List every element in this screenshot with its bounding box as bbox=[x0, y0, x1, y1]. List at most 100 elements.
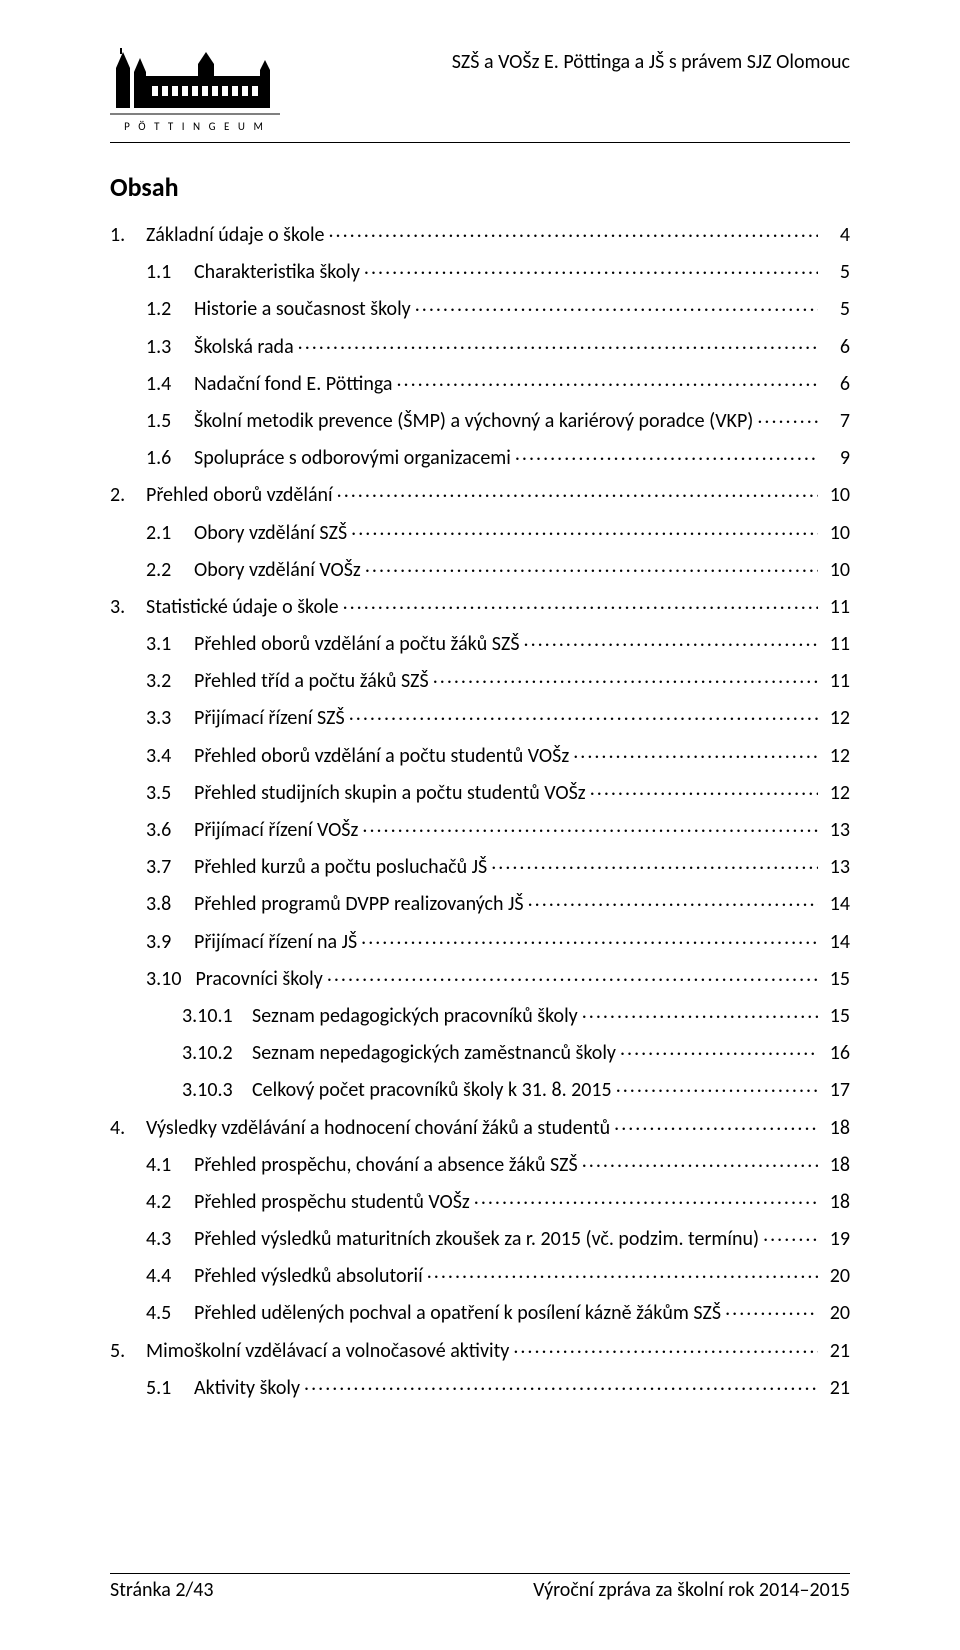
toc-entry[interactable]: 1.4Nadační fond E. Pöttinga6 bbox=[110, 370, 850, 394]
toc-entry-page: 15 bbox=[822, 1006, 850, 1026]
toc-entry-number: 1.6 bbox=[146, 448, 194, 468]
toc-entry-page: 13 bbox=[822, 820, 850, 840]
toc-leader-dots bbox=[616, 1076, 818, 1096]
toc-entry-page: 11 bbox=[822, 671, 850, 691]
page-footer: Stránka 2/43 Výroční zpráva za školní ro… bbox=[110, 1573, 850, 1602]
toc-entry[interactable]: 1.3Školská rada6 bbox=[110, 333, 850, 357]
footer-divider bbox=[110, 1573, 850, 1574]
toc-entry[interactable]: 3.10.1Seznam pedagogických pracovníků šk… bbox=[110, 1002, 850, 1026]
toc-entry[interactable]: 5.Mimoškolní vzdělávací a volnočasové ak… bbox=[110, 1337, 850, 1361]
page: P Ö T T I N G E U M SZŠ a VOŠz E. Pöttin… bbox=[0, 0, 960, 1650]
toc-entry-page: 20 bbox=[822, 1303, 850, 1323]
toc-entry[interactable]: 4.1Přehled prospěchu, chování a absence … bbox=[110, 1151, 850, 1175]
toc-entry-page: 6 bbox=[822, 374, 850, 394]
toc-entry-number: 4.1 bbox=[146, 1155, 194, 1175]
toc-entry[interactable]: 2.1Obory vzdělání SZŠ10 bbox=[110, 519, 850, 543]
toc-entry[interactable]: 3.5Přehled studijních skupin a počtu stu… bbox=[110, 779, 850, 803]
toc-leader-dots bbox=[397, 370, 819, 390]
toc-leader-dots bbox=[524, 630, 818, 650]
toc-entry-label: Přehled prospěchu studentů VOŠz bbox=[194, 1192, 470, 1212]
toc-leader-dots bbox=[474, 1188, 818, 1208]
toc-entry[interactable]: 1.1Charakteristika školy5 bbox=[110, 258, 850, 282]
toc-entry[interactable]: 3.10Pracovníci školy15 bbox=[110, 965, 850, 989]
toc-leader-dots bbox=[365, 556, 818, 576]
toc-entry-number: 3.1 bbox=[146, 634, 194, 654]
toc-entry-page: 16 bbox=[822, 1043, 850, 1063]
toc-entry[interactable]: 3.Statistické údaje o škole11 bbox=[110, 593, 850, 617]
toc-leader-dots bbox=[725, 1299, 818, 1319]
toc-entry[interactable]: 3.3Přijímací řízení SZŠ12 bbox=[110, 704, 850, 728]
toc-leader-dots bbox=[361, 928, 818, 948]
toc-entry[interactable]: 2.Přehled oborů vzdělání10 bbox=[110, 481, 850, 505]
toc-entry[interactable]: 3.8Přehled programů DVPP realizovaných J… bbox=[110, 890, 850, 914]
toc-entry-label: Obory vzdělání VOŠz bbox=[194, 560, 361, 580]
toc-entry-number: 3.10 bbox=[146, 969, 195, 989]
toc-leader-dots bbox=[364, 258, 818, 278]
toc-entry[interactable]: 1.2Historie a současnost školy5 bbox=[110, 295, 850, 319]
toc-entry[interactable]: 3.9Přijímací řízení na JŠ14 bbox=[110, 928, 850, 952]
toc-entry-number: 3. bbox=[110, 597, 146, 617]
toc-entry[interactable]: 3.6Přijímací řízení VOŠz13 bbox=[110, 816, 850, 840]
toc-entry-page: 9 bbox=[822, 448, 850, 468]
toc-entry-number: 3.8 bbox=[146, 894, 194, 914]
toc-entry-number: 1.4 bbox=[146, 374, 194, 394]
toc-entry-page: 10 bbox=[822, 485, 850, 505]
toc-entry-label: Historie a současnost školy bbox=[194, 299, 411, 319]
toc-entry-label: Přijímací řízení VOŠz bbox=[194, 820, 358, 840]
toc-leader-dots bbox=[620, 1039, 818, 1059]
toc-entry[interactable]: 4.3Přehled výsledků maturitních zkoušek … bbox=[110, 1225, 850, 1249]
toc-entry-page: 20 bbox=[822, 1266, 850, 1286]
toc-entry-number: 3.10.2 bbox=[182, 1043, 252, 1063]
toc-entry-label: Přijímací řízení SZŠ bbox=[194, 708, 345, 728]
toc-entry-label: Přehled tříd a počtu žáků SZŠ bbox=[194, 671, 429, 691]
toc-entry-number: 1.2 bbox=[146, 299, 194, 319]
toc-entry-number: 3.9 bbox=[146, 932, 194, 952]
toc-entry[interactable]: 4.5Přehled udělených pochval a opatření … bbox=[110, 1299, 850, 1323]
toc-entry-label: Výsledky vzdělávání a hodnocení chování … bbox=[146, 1118, 610, 1138]
toc-entry-page: 6 bbox=[822, 337, 850, 357]
toc-leader-dots bbox=[415, 295, 818, 315]
toc-entry-number: 3.10.3 bbox=[182, 1080, 252, 1100]
toc-entry-page: 15 bbox=[822, 969, 850, 989]
toc-entry[interactable]: 4.Výsledky vzdělávání a hodnocení chován… bbox=[110, 1114, 850, 1138]
toc-entry[interactable]: 3.1Přehled oborů vzdělání a počtu žáků S… bbox=[110, 630, 850, 654]
toc-entry[interactable]: 1.6Spolupráce s odborovými organizacemi9 bbox=[110, 444, 850, 468]
toc-entry[interactable]: 1.5Školní metodik prevence (ŠMP) a výcho… bbox=[110, 407, 850, 431]
toc-entry-page: 18 bbox=[822, 1155, 850, 1175]
toc-entry-page: 12 bbox=[822, 708, 850, 728]
toc-entry[interactable]: 3.2Přehled tříd a počtu žáků SZŠ11 bbox=[110, 667, 850, 691]
toc-entry-page: 7 bbox=[822, 411, 850, 431]
toc-entry-label: Přehled oborů vzdělání a počtu žáků SZŠ bbox=[194, 634, 520, 654]
toc-entry-label: Seznam nepedagogických zaměstnanců školy bbox=[252, 1043, 616, 1063]
toc-entry[interactable]: 3.10.3Celkový počet pracovníků školy k 3… bbox=[110, 1076, 850, 1100]
toc-entry[interactable]: 5.1Aktivity školy21 bbox=[110, 1374, 850, 1398]
toc-entry-page: 11 bbox=[822, 634, 850, 654]
toc-entry-number: 3.4 bbox=[146, 746, 194, 766]
toc-entry[interactable]: 2.2Obory vzdělání VOŠz10 bbox=[110, 556, 850, 580]
toc-entry[interactable]: 4.2Přehled prospěchu studentů VOŠz18 bbox=[110, 1188, 850, 1212]
toc-leader-dots bbox=[582, 1151, 818, 1171]
toc-entry-number: 2.2 bbox=[146, 560, 194, 580]
toc-entry-page: 14 bbox=[822, 932, 850, 952]
toc-entry[interactable]: 3.10.2Seznam nepedagogických zaměstnanců… bbox=[110, 1039, 850, 1063]
toc-leader-dots bbox=[491, 853, 818, 873]
page-header: P Ö T T I N G E U M SZŠ a VOŠz E. Pöttin… bbox=[110, 46, 850, 136]
toc-entry-label: Aktivity školy bbox=[194, 1378, 300, 1398]
toc-entry-number: 1.1 bbox=[146, 262, 194, 282]
toc-entry[interactable]: 1.Základní údaje o škole4 bbox=[110, 221, 850, 245]
toc-leader-dots bbox=[327, 965, 818, 985]
toc-entry-label: Přehled programů DVPP realizovaných JŠ bbox=[194, 894, 524, 914]
toc-title: Obsah bbox=[110, 171, 850, 203]
toc-entry-label: Přehled oborů vzdělání bbox=[146, 485, 333, 505]
toc-entry-label: Přehled výsledků absolutorií bbox=[194, 1266, 423, 1286]
toc-entry-number: 3.5 bbox=[146, 783, 194, 803]
toc-entry-page: 18 bbox=[822, 1192, 850, 1212]
toc-entry[interactable]: 3.7Přehled kurzů a počtu posluchačů JŠ13 bbox=[110, 853, 850, 877]
toc-entry-label: Přehled oborů vzdělání a počtu studentů … bbox=[194, 746, 569, 766]
toc-entry-label: Přehled studijních skupin a počtu studen… bbox=[194, 783, 586, 803]
toc-entry-number: 3.7 bbox=[146, 857, 194, 877]
toc-leader-dots bbox=[427, 1262, 818, 1282]
toc-leader-dots bbox=[351, 519, 818, 539]
toc-entry[interactable]: 3.4Přehled oborů vzdělání a počtu studen… bbox=[110, 742, 850, 766]
toc-entry[interactable]: 4.4Přehled výsledků absolutorií20 bbox=[110, 1262, 850, 1286]
